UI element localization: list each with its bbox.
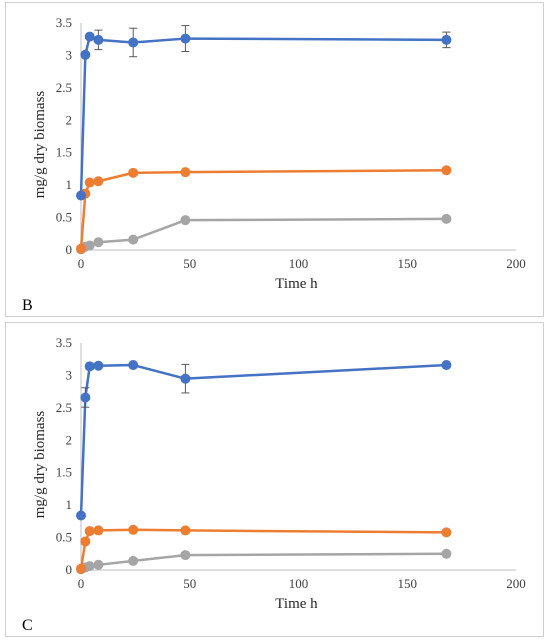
data-point [84, 177, 95, 188]
data-point [180, 33, 191, 44]
data-point [180, 550, 191, 561]
x-tick-label: 100 [289, 256, 309, 271]
data-point [76, 243, 86, 254]
y-tick-label: 3.5 [56, 335, 72, 350]
data-point [93, 360, 104, 371]
data-point [93, 525, 104, 536]
data-point [441, 213, 452, 224]
x-tick-label: 100 [289, 576, 309, 591]
data-point [128, 555, 139, 566]
x-tick-label: 0 [78, 576, 85, 591]
series-line [79, 363, 447, 516]
series-line [80, 217, 447, 251]
x-tick-label: 200 [506, 576, 526, 591]
y-tick-label: 1 [66, 177, 73, 192]
y-tick-label: 0 [66, 242, 73, 257]
data-point [76, 190, 86, 201]
y-tick-label: 2 [66, 112, 73, 127]
y-tick-label: 2.5 [56, 400, 72, 415]
y-tick-label: 2 [66, 432, 73, 447]
x-tick-label: 50 [183, 256, 196, 271]
y-tick-label: 1 [66, 497, 73, 512]
data-point [128, 360, 139, 371]
data-point [93, 559, 104, 570]
data-point [441, 527, 452, 538]
y-tick-label: 3.5 [56, 15, 72, 30]
x-tick-label: 0 [78, 256, 85, 271]
y-tick-label: 0.5 [56, 210, 72, 225]
data-point [84, 526, 95, 537]
y-tick-label: 3 [66, 47, 73, 62]
data-point [80, 536, 91, 547]
data-point [93, 237, 104, 248]
data-point [441, 360, 452, 371]
y-tick-label: 0 [66, 562, 73, 577]
data-point [93, 176, 104, 187]
data-point [180, 167, 191, 178]
x-tick-label: 150 [398, 576, 418, 591]
y-tick-label: 3 [66, 367, 73, 382]
x-axis-title: Time h [275, 596, 318, 612]
chart-panel-c: 0 50 100 150 200 0 0.5 1 1.5 2 2.5 3 3.5 Time h mg/g d… [5, 322, 544, 637]
x-tick-label: 200 [506, 256, 526, 271]
panel-label: B [22, 297, 33, 314]
data-point [180, 525, 191, 536]
y-tick-label: 1.5 [56, 465, 72, 480]
data-point [441, 165, 452, 176]
data-point [80, 392, 91, 403]
data-point [180, 373, 191, 384]
line-chart-c: 0 50 100 150 200 0 0.5 1 1.5 2 2.5 3 3.5 Time h mg/g d… [22, 335, 526, 634]
data-point [84, 31, 95, 42]
data-point [180, 215, 191, 226]
data-point [441, 34, 452, 45]
chart-panel-b: 0 50 100 150 200 0 0.5 1 1.5 2 2.5 3 3.5 Time h mg/g d… [5, 2, 544, 317]
x-axis-title: Time h [275, 276, 318, 292]
line-chart-b: 0 50 100 150 200 0 0.5 1 1.5 2 2.5 3 3.5 Time h mg/g d… [22, 15, 526, 314]
x-tick-label: 150 [398, 256, 418, 271]
data-point [84, 561, 95, 572]
y-tick-label: 1.5 [56, 145, 72, 160]
data-point [128, 37, 139, 48]
data-point [84, 361, 95, 372]
data-point [128, 167, 139, 178]
data-point [84, 240, 95, 251]
data-point [441, 548, 452, 559]
data-point [93, 34, 104, 45]
data-point [76, 563, 86, 574]
y-tick-label: 2.5 [56, 80, 72, 95]
panel-label: C [22, 617, 33, 634]
data-point [80, 49, 91, 60]
data-point [128, 524, 139, 535]
x-tick-label: 50 [183, 576, 196, 591]
y-axis-title: mg/g dry biomass [32, 91, 48, 199]
data-point [128, 234, 139, 245]
y-axis-title: mg/g dry biomass [32, 411, 48, 519]
y-tick-label: 0.5 [56, 530, 72, 545]
data-point [76, 510, 86, 521]
